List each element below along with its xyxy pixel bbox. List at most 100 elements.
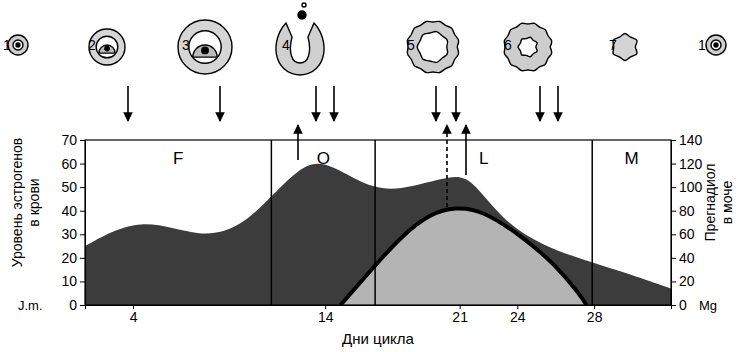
areas bbox=[85, 164, 671, 305]
area bbox=[85, 164, 671, 305]
tick-mark bbox=[80, 234, 85, 235]
tick-mark bbox=[80, 281, 85, 282]
follicle-part bbox=[504, 23, 551, 70]
tick: 4 bbox=[130, 305, 138, 325]
arrow bbox=[127, 86, 129, 121]
tick: 80 bbox=[671, 203, 695, 219]
tick-label: 40 bbox=[679, 250, 695, 266]
arrow bbox=[219, 86, 221, 121]
arrow bbox=[465, 125, 467, 175]
y2-axis-title-line: в моче bbox=[719, 181, 735, 225]
follicle bbox=[178, 20, 232, 74]
tick: 50 bbox=[61, 179, 85, 195]
y-unit: J.m. bbox=[18, 298, 43, 313]
tick-mark bbox=[671, 164, 676, 165]
tick-mark bbox=[80, 140, 85, 141]
tick-mark bbox=[671, 258, 676, 259]
follicle-part bbox=[276, 23, 324, 75]
y-axis-title-line: Уровень эстрогенов bbox=[9, 138, 25, 268]
follicle bbox=[407, 21, 458, 72]
follicle-part bbox=[16, 43, 20, 47]
phase-divider bbox=[374, 140, 376, 305]
phase-label: M bbox=[625, 149, 639, 168]
tick-mark bbox=[80, 164, 85, 165]
tick-label: 4 bbox=[130, 309, 138, 325]
follicle bbox=[89, 29, 125, 65]
follicle-part bbox=[8, 35, 28, 55]
tick: 60 bbox=[671, 226, 695, 242]
tick: 24 bbox=[510, 305, 526, 325]
tick: 21 bbox=[452, 305, 468, 325]
phase-label: L bbox=[479, 149, 488, 168]
tick: 0 bbox=[671, 297, 687, 313]
y2-unit: Mg bbox=[699, 298, 717, 313]
area bbox=[341, 208, 587, 305]
tick-label: 140 bbox=[679, 132, 703, 148]
axis-line bbox=[672, 141, 677, 306]
tick: 100 bbox=[671, 179, 703, 195]
axis-line bbox=[80, 141, 86, 306]
tick: 14 bbox=[318, 305, 334, 325]
phase-label: F bbox=[173, 149, 183, 168]
tick: 0 bbox=[69, 297, 85, 313]
y-axis-title-line: в крови bbox=[26, 178, 42, 226]
follicle-part bbox=[298, 11, 306, 19]
follicle-part bbox=[178, 20, 232, 74]
stage-label: 5 bbox=[407, 37, 415, 53]
tick-mark bbox=[671, 305, 676, 306]
tick: 40 bbox=[671, 250, 695, 266]
follicle bbox=[276, 3, 324, 75]
x-axis: 4 14 21 24 28 bbox=[86, 305, 672, 325]
y-axis: 010203040506070 bbox=[61, 132, 85, 313]
tick: 60 bbox=[61, 156, 85, 172]
follicle-part bbox=[13, 40, 23, 50]
tick-label: 28 bbox=[587, 309, 603, 325]
follicle bbox=[504, 23, 551, 70]
tick: 10 bbox=[61, 273, 85, 289]
tick-mark bbox=[671, 187, 676, 188]
arrow bbox=[435, 86, 437, 121]
tick-label: 60 bbox=[679, 226, 695, 242]
y2-axis: 0 20 40 60 80 100 120 140 bbox=[671, 132, 703, 313]
tick-label: 50 bbox=[61, 179, 77, 195]
arrow bbox=[315, 86, 317, 121]
tick-label: 30 bbox=[61, 226, 77, 242]
tick-label: 14 bbox=[318, 309, 334, 325]
follicle-part bbox=[189, 31, 221, 63]
follicle-part bbox=[711, 40, 721, 50]
phase-label: O bbox=[317, 149, 330, 168]
y2-axis-title-line: Прегнадиол bbox=[702, 164, 718, 242]
follicle-part bbox=[96, 36, 118, 58]
chart: FOLM414212428010203040506070020406080100… bbox=[0, 0, 747, 352]
area-outline bbox=[341, 208, 587, 305]
tick: 40 bbox=[61, 203, 85, 219]
tick-label: 24 bbox=[510, 309, 526, 325]
arrow bbox=[557, 86, 559, 121]
tick-mark bbox=[80, 305, 85, 306]
tick-label: 100 bbox=[679, 179, 703, 195]
arrow bbox=[297, 125, 299, 160]
tick-mark bbox=[671, 211, 676, 212]
follicle-part bbox=[99, 45, 115, 53]
y2-axis-title: Прегнадиолв моче bbox=[702, 164, 735, 242]
stage-label: 7 bbox=[609, 37, 617, 53]
tick: 20 bbox=[671, 273, 695, 289]
arrow bbox=[539, 86, 541, 121]
tick: 30 bbox=[61, 226, 85, 242]
tick-label: 0 bbox=[679, 297, 687, 313]
plot: FOLM414212428010203040506070020406080100… bbox=[61, 132, 702, 325]
tick: 120 bbox=[671, 156, 703, 172]
tick-label: 80 bbox=[679, 203, 695, 219]
arrow bbox=[455, 86, 457, 121]
tick-label: 70 bbox=[61, 132, 77, 148]
follicle bbox=[8, 35, 28, 55]
x-axis-title: Дни цикла bbox=[342, 330, 414, 347]
phase-divider bbox=[271, 140, 273, 305]
tick-label: 120 bbox=[679, 156, 703, 172]
tick-mark bbox=[80, 258, 85, 259]
tick-mark bbox=[671, 281, 676, 282]
follicle-part bbox=[706, 35, 726, 55]
tick-label: 10 bbox=[61, 273, 77, 289]
y-axis-title: Уровень эстрогеновв крови bbox=[9, 138, 42, 268]
arrow bbox=[333, 86, 335, 121]
